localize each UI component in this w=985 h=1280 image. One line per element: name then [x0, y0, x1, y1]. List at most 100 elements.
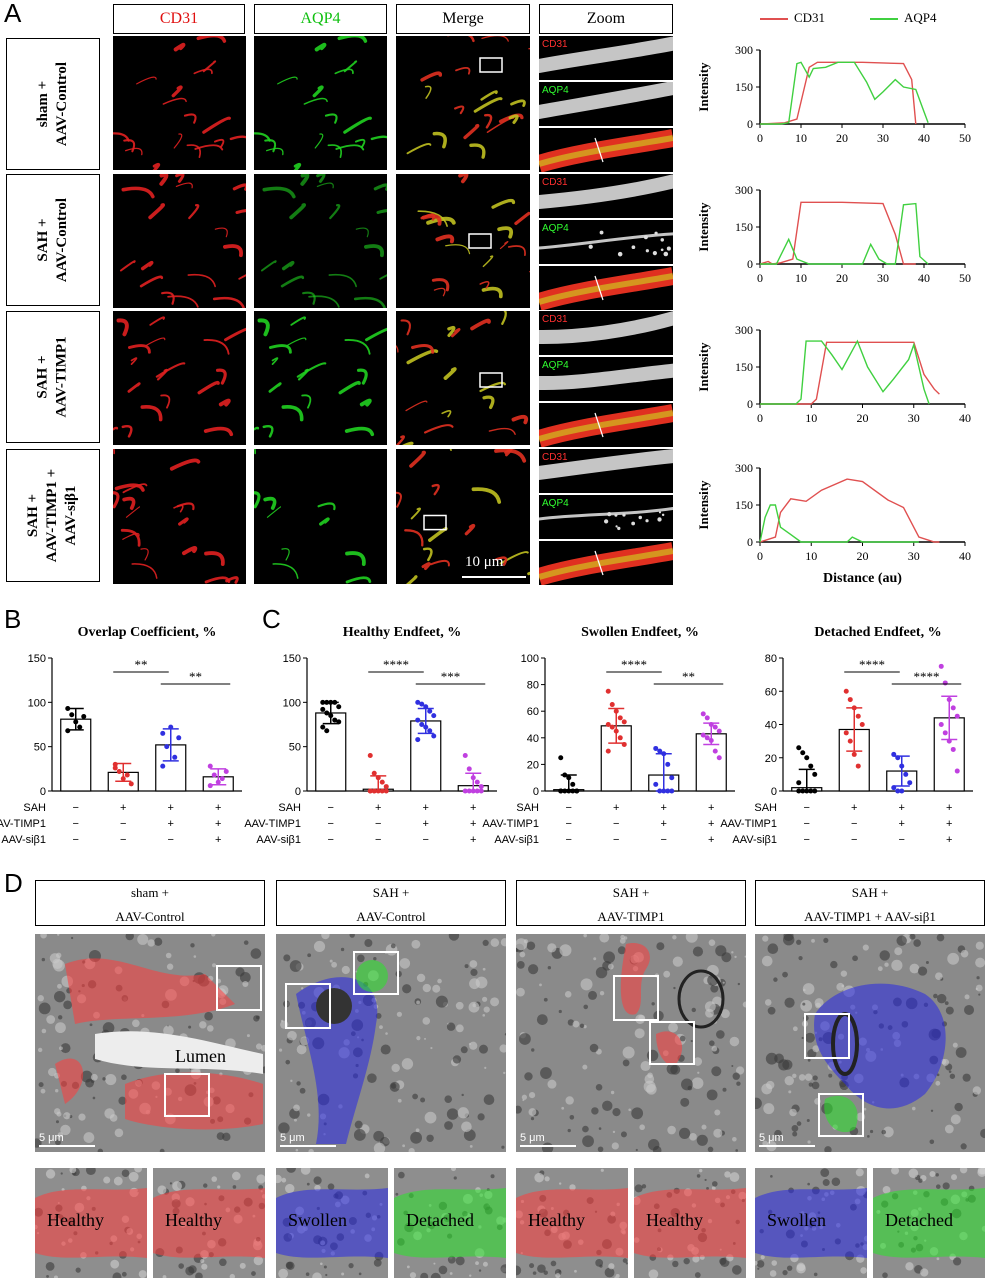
data-point	[415, 737, 421, 743]
series-line-cd31	[759, 478, 940, 543]
bar	[933, 717, 965, 792]
panel-letter-a: A	[4, 0, 22, 28]
data-point	[855, 763, 861, 769]
y-tick-label: 100	[28, 697, 46, 709]
data-point	[716, 755, 722, 761]
micrograph-r4-aqp4	[254, 449, 387, 584]
panel-letter-c: C	[262, 604, 281, 634]
data-point	[859, 722, 865, 727]
line-chart-2: 0 150 300 0 10 20 30 40 50 Intensity	[696, 183, 971, 285]
treatment-value: +	[899, 802, 905, 814]
zoom-label-aqp4: AQP4	[542, 498, 569, 509]
data-point	[621, 741, 627, 747]
data-point	[431, 733, 437, 739]
bar	[315, 712, 347, 792]
data-point	[474, 788, 480, 794]
em-zoom-label: Healthy	[528, 1210, 585, 1230]
micrograph-r4-cd31	[113, 449, 246, 584]
zoom-r1-merge	[539, 128, 673, 172]
data-point	[617, 715, 623, 721]
treatment-value: +	[661, 802, 667, 814]
line-chart-3: 0 150 300 0 10 20 30 40 Intensity	[696, 323, 971, 425]
data-point	[946, 738, 952, 744]
y-tick-label: 100	[521, 653, 539, 665]
zoom-r3-merge	[539, 403, 673, 447]
data-point	[65, 728, 71, 734]
lumen-label: Lumen	[175, 1046, 226, 1066]
treatment-value: +	[946, 818, 952, 830]
y-tick-label: 0	[747, 535, 753, 549]
em-zoom-1-2	[153, 1168, 265, 1278]
x-tick-label: 40	[959, 411, 971, 425]
data-point	[172, 754, 178, 760]
data-point	[375, 788, 381, 794]
em-zoom-4-2	[873, 1168, 985, 1278]
x-tick-label: 0	[757, 271, 763, 285]
data-point	[419, 722, 425, 727]
y-tick-label: 300	[735, 323, 753, 337]
data-point	[466, 766, 472, 772]
micrograph-r2-aqp4	[254, 174, 387, 308]
data-point	[605, 688, 611, 694]
legend-cd31: CD31	[760, 10, 825, 26]
data-point	[954, 768, 960, 774]
data-point	[942, 680, 948, 686]
zoom-r2-aqp4	[539, 220, 673, 264]
data-point	[375, 775, 381, 781]
x-tick-label: 50	[959, 131, 971, 145]
treatment-label: AAV-TIMP1	[0, 818, 46, 830]
em-zoom-3-1	[516, 1168, 628, 1278]
data-point	[708, 737, 714, 743]
data-point	[653, 745, 659, 751]
header-cd31: CD31	[113, 4, 245, 34]
treatment-value: +	[851, 802, 857, 814]
data-point	[938, 722, 944, 727]
data-point	[800, 750, 806, 756]
y-tick-label: 300	[735, 183, 753, 197]
zoom-r1-cd31	[539, 36, 673, 80]
x-tick-label: 20	[836, 131, 848, 145]
treatment-value: −	[566, 834, 572, 846]
data-point	[621, 719, 627, 725]
series-line-aqp4	[759, 504, 919, 543]
data-point	[124, 772, 130, 778]
data-point	[712, 724, 718, 730]
row-label-3: SAH + AAV-TIMP1	[6, 311, 100, 443]
data-point	[371, 788, 377, 794]
treatment-value: +	[946, 834, 952, 846]
y-axis-label: Intensity	[696, 480, 711, 530]
y-tick-label: 100	[283, 697, 301, 709]
y-tick-label: 0	[40, 786, 46, 798]
treatment-value: −	[73, 802, 79, 814]
scale-bar-label: 10 μm	[465, 554, 504, 570]
em-image-3	[516, 934, 746, 1152]
treatment-value: −	[613, 834, 619, 846]
data-point	[566, 788, 572, 794]
em-header-3: SAH + AAV-TIMP1	[516, 880, 746, 926]
treatment-value: −	[423, 834, 429, 846]
data-point	[808, 763, 814, 769]
data-point	[332, 699, 338, 705]
significance-label: **	[682, 669, 695, 684]
data-point	[843, 730, 849, 736]
data-point	[383, 788, 389, 794]
bar	[155, 744, 187, 792]
series-line-cd31	[759, 201, 916, 265]
data-point	[716, 728, 722, 734]
data-point	[332, 717, 338, 723]
y-tick-label: 50	[34, 742, 46, 754]
data-point	[808, 788, 814, 794]
significance-label: **	[189, 669, 202, 684]
significance-label: ****	[621, 657, 647, 672]
treatment-value: +	[708, 818, 714, 830]
treatment-value: −	[566, 802, 572, 814]
data-point	[160, 763, 166, 769]
y-axis-label: Intensity	[696, 202, 711, 252]
em-header-4: SAH + AAV-TIMP1 + AAV-siβ1	[755, 880, 985, 926]
line-chart-4: 0 150 300 0 10 20 30 40 Intensity Distance (au)	[696, 461, 971, 586]
data-point	[207, 783, 213, 789]
y-tick-label: 150	[735, 80, 753, 94]
y-tick-label: 150	[735, 360, 753, 374]
x-tick-label: 20	[857, 549, 869, 563]
treatment-value: −	[804, 818, 810, 830]
